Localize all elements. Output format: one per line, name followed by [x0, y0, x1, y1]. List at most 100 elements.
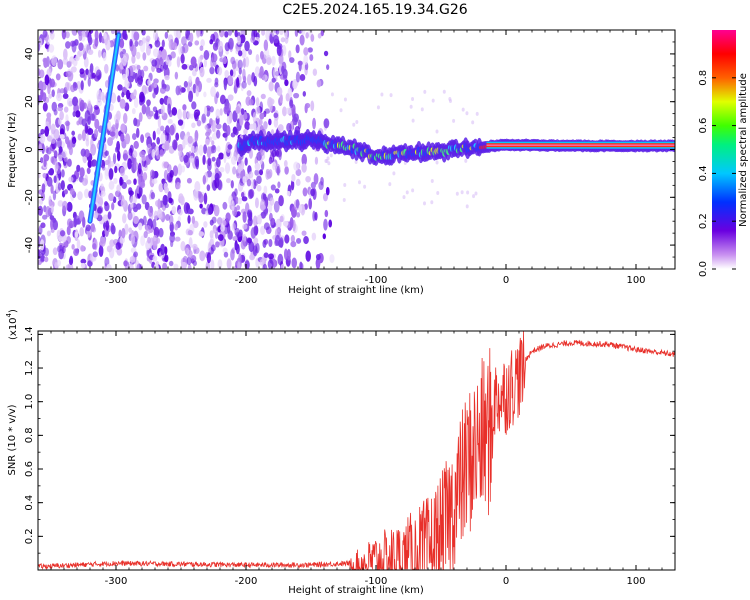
heatmap-cell [388, 182, 392, 187]
heatmap-cell [142, 215, 147, 226]
heatmap-cell [94, 118, 100, 130]
heatmap-cell [50, 184, 54, 195]
heatmap-cell [77, 191, 83, 201]
heatmap-cell [280, 263, 285, 269]
heatmap-cell [81, 118, 87, 127]
heatmap-cell [81, 129, 87, 142]
x-tick-label: 100 [626, 275, 645, 286]
heatmap-cell [194, 40, 200, 46]
heatmap-cell [312, 68, 318, 76]
heatmap-cell [161, 39, 165, 48]
heatmap-cell [52, 219, 59, 231]
heatmap-cell [155, 200, 161, 207]
heatmap-cell [98, 194, 104, 206]
heatmap-cell [108, 168, 114, 180]
heatmap-cell [186, 177, 192, 184]
heatmap-cell [68, 145, 73, 156]
heatmap-cell [283, 160, 288, 168]
heatmap-cell [177, 143, 184, 153]
heatmap-cell [322, 192, 328, 202]
colorbar-tick-label: 0.2 [698, 213, 709, 229]
heatmap-cell [234, 30, 238, 38]
heatmap-cell [314, 211, 318, 221]
heatmap-cell [151, 59, 158, 67]
heatmap-cell [145, 45, 151, 56]
heatmap-cell [194, 129, 199, 142]
heatmap-cell [256, 214, 261, 224]
heatmap-cell [255, 106, 261, 115]
heatmap-cell [210, 57, 214, 69]
heatmap-cell [168, 39, 174, 50]
heatmap-cell [133, 31, 140, 41]
heatmap-cell [80, 258, 87, 264]
heatmap-cell [107, 120, 112, 131]
heatmap-cell [289, 99, 294, 109]
heatmap-cell [59, 110, 64, 121]
heatmap-cell [191, 101, 197, 110]
heatmap-cell [301, 153, 307, 166]
heatmap-cell [216, 129, 221, 139]
heatmap-cell [157, 117, 161, 129]
heatmap-cell [147, 236, 151, 244]
heatmap-cell [182, 109, 187, 120]
heatmap-cell [310, 34, 315, 42]
heatmap-cell [80, 148, 87, 157]
heatmap-cell [323, 118, 330, 129]
heatmap-cell [269, 98, 275, 105]
heatmap-cell [216, 157, 221, 168]
heatmap-cell [91, 226, 97, 233]
heatmap-cell [94, 37, 99, 47]
heatmap-cell [355, 120, 359, 125]
heatmap-cell [409, 104, 413, 109]
heatmap-cell [165, 55, 170, 66]
heatmap-cell [123, 260, 128, 267]
heatmap-cell [120, 198, 127, 208]
colorbar: 0.0 0.2 0.4 0.6 0.8 Normalized spectral ampl… [698, 30, 749, 277]
heatmap-cell [330, 92, 334, 97]
heatmap-cell [195, 85, 200, 98]
heatmap-cell [452, 118, 456, 123]
heatmap-cell [474, 191, 478, 196]
heatmap-cell [232, 235, 238, 242]
heatmap-cell [48, 168, 55, 176]
heatmap-cell [114, 165, 118, 174]
heatmap-cell [213, 205, 220, 217]
heatmap-cell [172, 165, 179, 177]
heatmap-cell [50, 123, 56, 135]
heatmap-cell [153, 82, 158, 88]
heatmap-cell [156, 137, 161, 145]
heatmap-cell [259, 112, 265, 120]
heatmap-cell [295, 198, 300, 209]
heatmap-cell [258, 169, 264, 176]
heatmap-cell [274, 188, 280, 194]
heatmap-cell [39, 134, 46, 144]
heatmap-cell [64, 120, 71, 127]
heatmap-cell [70, 84, 76, 93]
heatmap-cell [210, 259, 215, 269]
heatmap-cell [133, 97, 139, 109]
heatmap-cell [88, 36, 93, 46]
heatmap-cell [226, 258, 232, 269]
heatmap-cell [236, 205, 241, 211]
colorbar-label: Normalized spectral amplitude [738, 73, 749, 227]
heatmap-cell [50, 205, 54, 214]
heatmap-cell [127, 211, 133, 221]
heatmap-cell [198, 231, 205, 237]
heatmap-cell [125, 67, 130, 78]
heatmap-cell [41, 183, 46, 194]
heatmap-cell [112, 152, 117, 165]
x-tick-label: 0 [503, 576, 509, 587]
heatmap-cell [121, 91, 125, 98]
heatmap-cell [141, 30, 146, 36]
heatmap-cell [48, 93, 53, 99]
heatmap-cell [61, 30, 67, 40]
heatmap-cell [246, 74, 252, 86]
heatmap-cell [249, 254, 255, 261]
heatmap-cell [204, 124, 209, 130]
snr-marks [38, 331, 675, 570]
heatmap-cell [411, 118, 415, 123]
heatmap-cell [53, 109, 58, 116]
heatmap-cell [128, 148, 133, 157]
heatmap-cell [248, 171, 254, 179]
heatmap-cell [455, 191, 459, 196]
